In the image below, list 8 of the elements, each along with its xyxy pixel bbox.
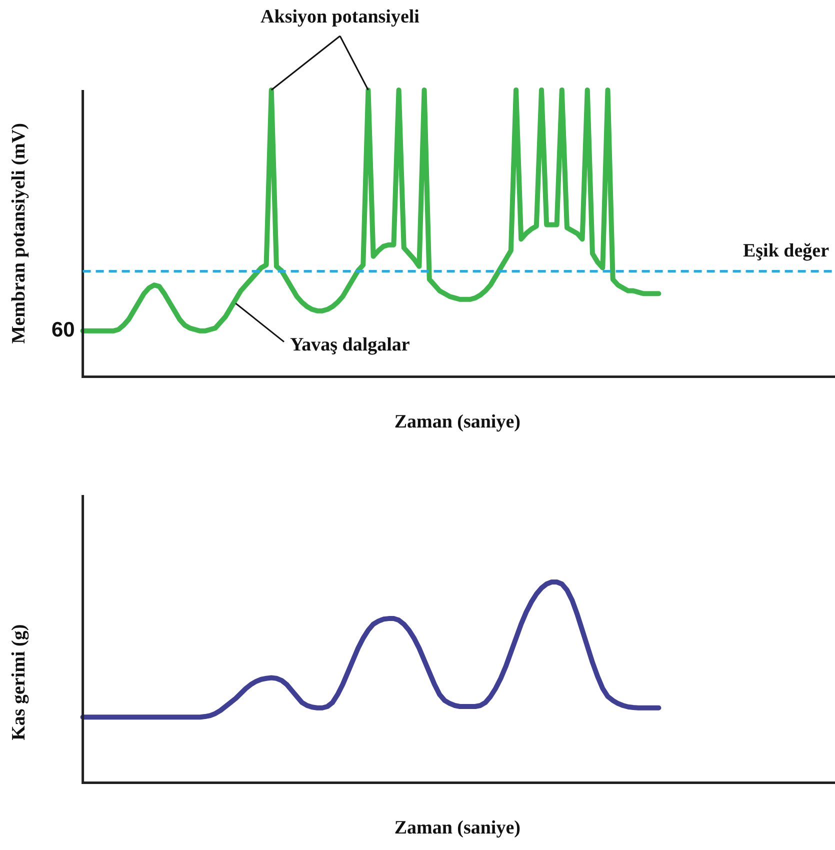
x-axis-title: Zaman (saniye) — [394, 412, 520, 433]
text: Aksiyon potansiyeli — [260, 6, 420, 28]
annotation: Yavaş dalgalar — [290, 334, 410, 356]
y-axis-title: Kas gerimi (g) — [8, 624, 30, 740]
x-axis-title: Zaman (saniye) — [394, 818, 520, 839]
y-axis-title: Membran potansiyeli (mV) — [8, 123, 30, 344]
ref-line-label: Eşik değer — [742, 240, 830, 262]
text: 60 — [51, 318, 75, 342]
